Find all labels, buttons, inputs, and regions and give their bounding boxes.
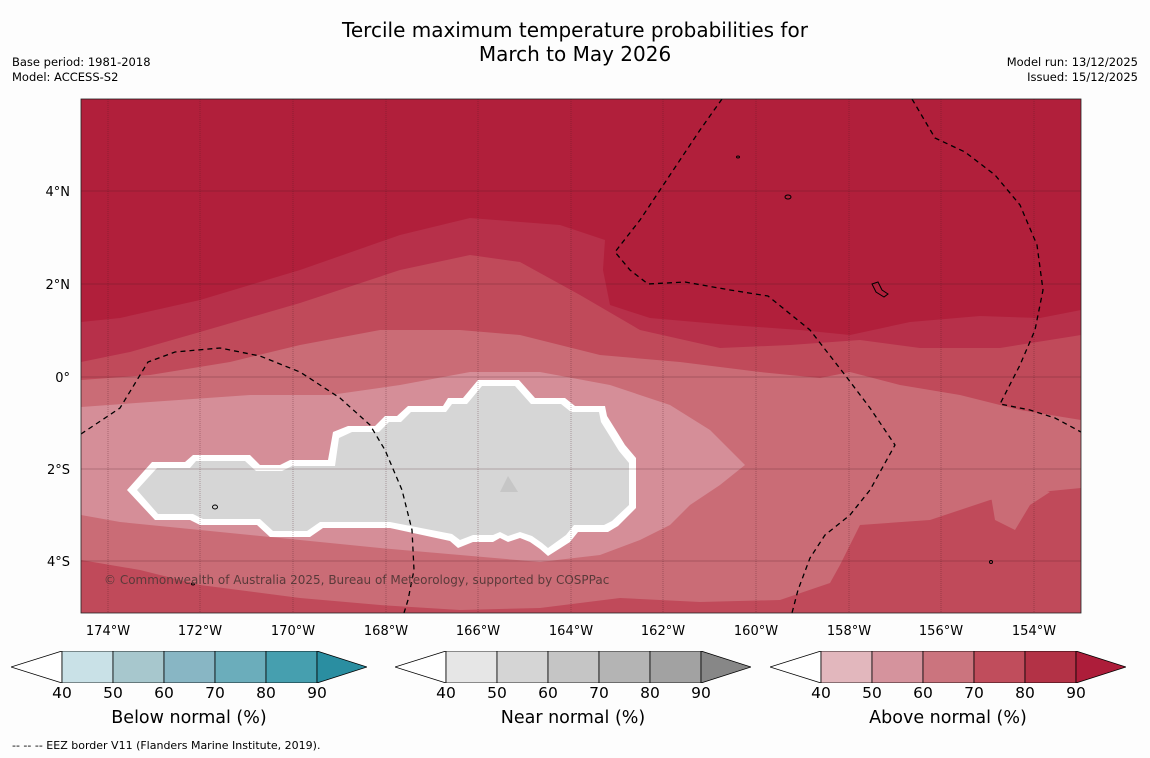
colorbar-swatch (547, 651, 600, 683)
eez-border-east (911, 99, 1081, 433)
run-info: Model run: 13/12/2025 Issued: 15/12/2025 (1007, 55, 1138, 85)
model-name: Model: ACCESS-S2 (12, 70, 119, 84)
latitude-labels: 4°N 2°N 0° 2°S 4°S (46, 185, 71, 570)
copyright-notice: © Commonwealth of Australia 2025, Bureau… (104, 573, 610, 587)
eez-border-central (614, 99, 896, 613)
tick-label: 90 (307, 684, 327, 702)
colorbar-extend-low (11, 651, 63, 683)
colorbar-swatch (820, 651, 873, 683)
colorbar-swatch (163, 651, 216, 683)
island (989, 560, 993, 564)
colorbar-swatch (973, 651, 1026, 683)
lat-label: 2°N (46, 278, 71, 293)
colorbar-below-normal (11, 651, 367, 683)
eez-footnote: -- -- -- EEZ border V11 (Flanders Marine… (12, 739, 321, 752)
tick-label: 70 (205, 684, 225, 702)
longitude-labels: 174°W 172°W 170°W 168°W 166°W 164°W 162°… (86, 624, 1056, 639)
issued-date: Issued: 15/12/2025 (1027, 70, 1138, 84)
lon-label: 162°W (641, 624, 685, 639)
colorbar-extend-high (700, 651, 751, 683)
eez-borders (81, 99, 1081, 613)
island (191, 582, 195, 586)
colorbar-ticks-above: 40 50 60 70 80 90 (770, 684, 1126, 702)
lat-label: 0° (55, 371, 70, 386)
tick-label: 90 (1066, 684, 1086, 702)
lon-label: 160°W (734, 624, 778, 639)
title-line-1: Tercile maximum temperature probabilitie… (342, 18, 808, 42)
colorbar-title-below: Below normal (%) (111, 708, 267, 728)
tick-label: 40 (436, 684, 456, 702)
colorbar-extend-low (770, 651, 822, 683)
tick-label: 70 (964, 684, 984, 702)
tick-label: 80 (640, 684, 660, 702)
tick-label: 40 (811, 684, 831, 702)
lon-label: 156°W (919, 624, 963, 639)
lon-label: 164°W (549, 624, 593, 639)
graticule (81, 99, 1081, 613)
tick-label: 70 (589, 684, 609, 702)
contour-60-patch-east (990, 480, 1050, 530)
tick-label: 60 (913, 684, 933, 702)
near-normal-peak (500, 476, 518, 492)
colorbar-ticks-near: 40 50 60 70 80 90 (395, 684, 751, 702)
lon-label: 166°W (456, 624, 500, 639)
tick-label: 50 (862, 684, 882, 702)
colorbar-swatch (112, 651, 165, 683)
colorbar-swatch (496, 651, 549, 683)
colorbar-extend-high (316, 651, 367, 683)
lon-label: 172°W (178, 624, 222, 639)
colorbar-swatch (214, 651, 267, 683)
lon-label: 154°W (1012, 624, 1056, 639)
colorbar-extend-low (395, 651, 447, 683)
colorbar-swatch (871, 651, 924, 683)
lon-label: 158°W (827, 624, 871, 639)
tick-label: 50 (103, 684, 123, 702)
map-frame (80, 98, 1082, 614)
island (212, 504, 218, 510)
tick-label: 80 (1015, 684, 1035, 702)
colorbar-title-near: Near normal (%) (500, 708, 646, 728)
probability-contours (81, 99, 1081, 613)
near-normal-region (137, 386, 629, 548)
lat-label: 4°S (47, 555, 70, 570)
colorbar-swatch (265, 651, 318, 683)
base-period: Base period: 1981-2018 (12, 55, 151, 69)
colorbar-extend-high (1075, 651, 1126, 683)
eez-border-west (81, 347, 415, 613)
colorbar-swatch (61, 651, 114, 683)
tick-label: 60 (538, 684, 558, 702)
islands (191, 155, 993, 586)
colorbar-title-above: Above normal (%) (869, 708, 1027, 728)
model-info: Base period: 1981-2018 Model: ACCESS-S2 (12, 55, 151, 85)
tick-label: 60 (154, 684, 174, 702)
lon-label: 168°W (364, 624, 408, 639)
colorbar-swatch (922, 651, 975, 683)
colorbar-swatch (445, 651, 498, 683)
island (871, 281, 889, 298)
lat-label: 4°N (46, 185, 71, 200)
lat-label: 2°S (47, 463, 70, 478)
title-line-2: March to May 2026 (478, 42, 672, 66)
tick-label: 80 (256, 684, 276, 702)
tick-label: 90 (691, 684, 711, 702)
colorbar-swatch (649, 651, 702, 683)
island (736, 155, 740, 159)
lon-label: 170°W (271, 624, 315, 639)
island (784, 194, 792, 200)
map-title: Tercile maximum temperature probabilitie… (0, 18, 1150, 66)
colorbar-swatch (1024, 651, 1077, 683)
tick-label: 40 (52, 684, 72, 702)
colorbar-near-normal (395, 651, 751, 683)
colorbar-above-normal (770, 651, 1126, 683)
colorbar-ticks-below: 40 50 60 70 80 90 (11, 684, 367, 702)
lon-label: 174°W (86, 624, 130, 639)
colorbar-swatch (598, 651, 651, 683)
model-run-date: Model run: 13/12/2025 (1006, 55, 1138, 69)
tick-label: 50 (487, 684, 507, 702)
